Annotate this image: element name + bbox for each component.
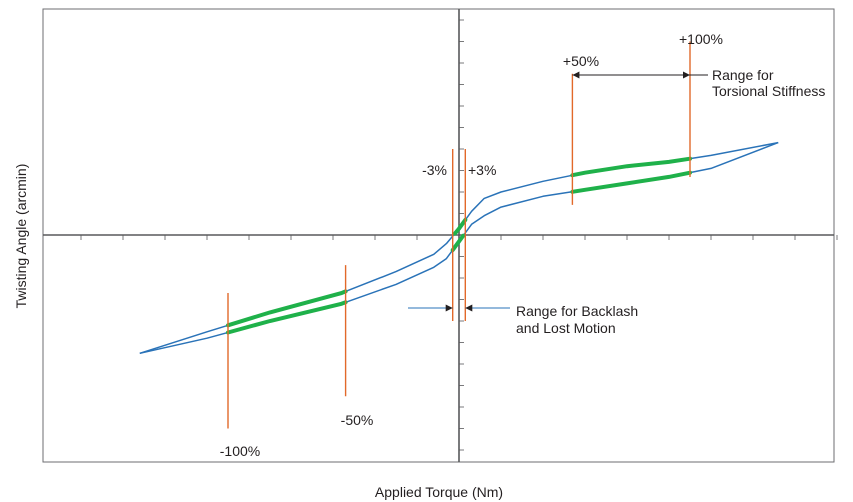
- highlight-segments: [226, 156, 692, 335]
- marker-label-plus-50: +50%: [563, 53, 599, 69]
- marker-label-plus-100: +100%: [679, 31, 723, 47]
- annotation-stiffness-line2: Torsional Stiffness: [712, 83, 825, 99]
- highlight-segment-upper: [570, 156, 692, 178]
- annotation-backlash-line1: Range for Backlash: [516, 303, 638, 319]
- marker-lines: [227, 41, 691, 429]
- highlight-segment-lower: [226, 300, 348, 335]
- marker-label-minus-3: -3%: [422, 162, 447, 178]
- highlight-segment-upper: [452, 217, 468, 236]
- marker-label-plus-3: +3%: [468, 162, 496, 178]
- x-axis-label: Applied Torque (Nm): [375, 484, 503, 500]
- marker-label-minus-100: -100%: [220, 443, 260, 459]
- highlight-segment-lower: [570, 170, 692, 194]
- annotation-stiffness-line1: Range for: [712, 67, 774, 83]
- marker-label-minus-50: -50%: [341, 412, 374, 428]
- y-axis-label: Twisting Angle (arcmin): [13, 164, 29, 309]
- highlight-segment-lower: [450, 233, 466, 253]
- range-arrows: [408, 71, 708, 312]
- annotation-backlash-line2: and Lost Motion: [516, 320, 616, 336]
- axis-ticks: [80, 19, 838, 451]
- highlight-segment-upper: [226, 289, 348, 328]
